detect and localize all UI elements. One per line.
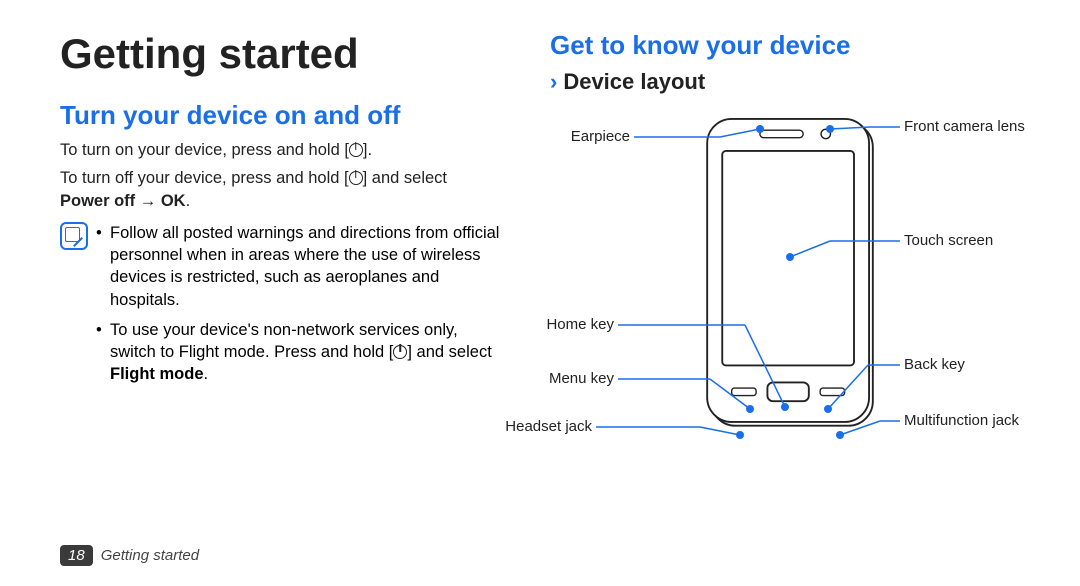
callout-label: Back key xyxy=(904,356,965,373)
callout-label: Multifunction jack xyxy=(904,412,1019,429)
para1-a: To turn on your device, press and hold [ xyxy=(60,141,349,159)
note-list: Follow all posted warnings and direction… xyxy=(96,222,500,394)
para2-b: ] and select xyxy=(363,169,447,187)
para2-c: . xyxy=(186,192,191,210)
para1-b: ]. xyxy=(363,141,372,159)
callout-label: Headset jack xyxy=(505,418,592,435)
note-box: Follow all posted warnings and direction… xyxy=(60,222,500,394)
page-title: Getting started xyxy=(60,30,500,78)
note2-bold: Flight mode xyxy=(110,365,204,383)
para-turn-on: To turn on your device, press and hold [… xyxy=(60,139,500,161)
manual-page: Getting started Turn your device on and … xyxy=(0,0,1080,586)
callout-lines xyxy=(550,107,1030,487)
page-footer: 18 Getting started xyxy=(60,545,199,566)
para2-bold: Power off → OK xyxy=(60,192,186,210)
section-heading-know: Get to know your device xyxy=(550,30,1030,61)
left-column: Getting started Turn your device on and … xyxy=(60,30,530,566)
para2-a: To turn off your device, press and hold … xyxy=(60,169,349,187)
callout-label: Front camera lens xyxy=(904,118,1025,135)
callout-label: Home key xyxy=(546,316,614,333)
footer-section: Getting started xyxy=(101,547,199,564)
note-bullet-2: To use your device's non-network service… xyxy=(96,319,500,386)
subheading-layout: Device layout xyxy=(563,69,705,95)
chevron-icon: › xyxy=(550,69,557,95)
right-column: Get to know your device › Device layout xyxy=(530,30,1030,566)
power-icon xyxy=(349,143,363,157)
note-bullet-1: Follow all posted warnings and direction… xyxy=(96,222,500,311)
power-icon xyxy=(393,345,407,359)
page-number: 18 xyxy=(60,545,93,566)
note-icon xyxy=(60,222,88,250)
subheading-row: › Device layout xyxy=(550,69,1030,95)
callout-label: Menu key xyxy=(549,370,614,387)
note2-c: . xyxy=(204,365,209,383)
note2-b: ] and select xyxy=(407,343,491,361)
section-heading-power: Turn your device on and off xyxy=(60,100,500,131)
device-diagram: EarpieceHome keyMenu keyHeadset jackFron… xyxy=(550,107,1030,487)
callout-label: Touch screen xyxy=(904,232,993,249)
callout-label: Earpiece xyxy=(571,128,630,145)
power-icon xyxy=(349,171,363,185)
para-turn-off: To turn off your device, press and hold … xyxy=(60,167,500,212)
